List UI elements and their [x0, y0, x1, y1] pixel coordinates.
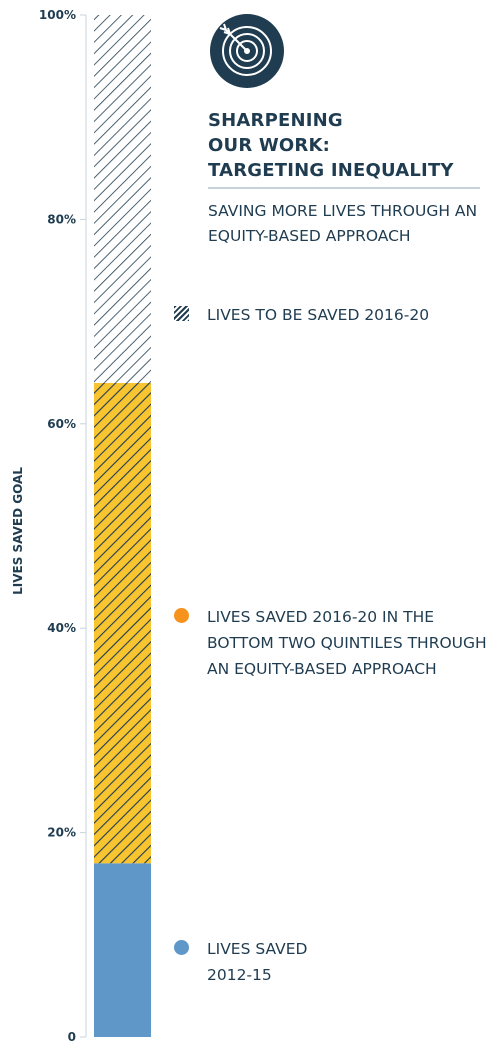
chart-title: SHARPENING OUR WORK: TARGETING INEQUALIT… [208, 110, 454, 181]
legend-item-lives-saved-2012-15: LIVES SAVED 2012-15 [174, 936, 489, 988]
title-divider [208, 187, 480, 189]
legend-blue-dot [174, 940, 189, 955]
target-arrow-icon [210, 14, 284, 88]
legend-label: LIVES SAVED 2012-15 [207, 940, 308, 984]
y-tick-label: 60% [47, 417, 76, 431]
legend-orange-dot [174, 608, 189, 623]
y-axis-label: LIVES SAVED GOAL [11, 467, 25, 595]
legend-label: LIVES SAVED 2016-20 IN THE BOTTOM TWO QU… [207, 608, 487, 678]
y-tick-label: 100% [39, 8, 76, 22]
y-tick-label: 40% [47, 621, 76, 635]
bar-segment-1 [94, 382, 151, 864]
legend-item-lives-to-be-saved: LIVES TO BE SAVED 2016-20 [174, 302, 489, 328]
legend-item-equity-approach: LIVES SAVED 2016-20 IN THE BOTTOM TWO QU… [174, 604, 489, 682]
y-tick-label: 80% [47, 212, 76, 226]
bar-segment-2 [94, 15, 151, 383]
bar-segment-0 [94, 863, 151, 1037]
legend-label: LIVES TO BE SAVED 2016-20 [207, 306, 430, 324]
y-tick-label: 0 [68, 1030, 76, 1041]
chart-subtitle: SAVING MORE LIVES THROUGH AN EQUITY-BASE… [208, 202, 478, 245]
legend-hatch-swatch [174, 306, 189, 321]
y-tick-label: 20% [47, 826, 76, 840]
